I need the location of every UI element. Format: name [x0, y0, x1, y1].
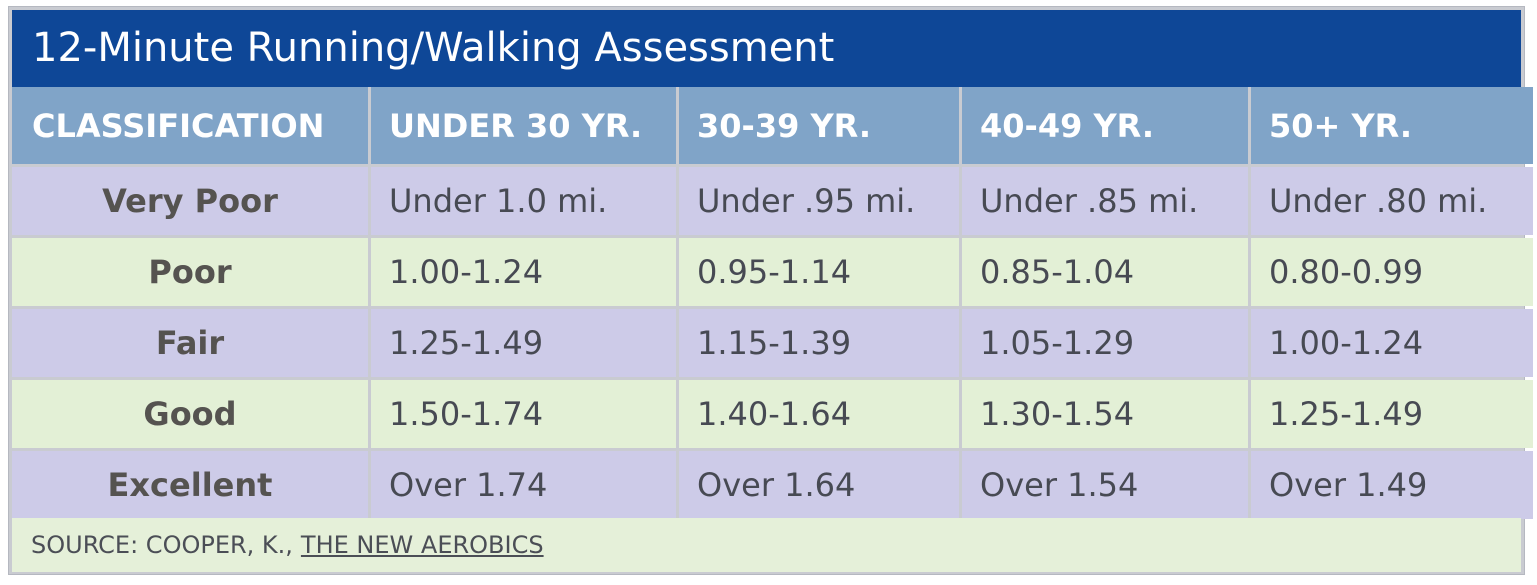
table-cell: Under .95 mi.	[679, 167, 959, 235]
table-title: 12-Minute Running/Walking Assessment	[12, 10, 1521, 87]
table-cell: 0.95-1.14	[679, 238, 959, 306]
table-cell: Under 1.0 mi.	[371, 167, 676, 235]
table-cell: Over 1.54	[962, 451, 1248, 519]
row-label-excellent: Excellent	[12, 451, 368, 519]
table-cell: Over 1.49	[1251, 451, 1533, 519]
table-cell: 0.85-1.04	[962, 238, 1248, 306]
source-prefix: SOURCE: COOPER, K.,	[31, 531, 293, 559]
column-header-30-39: 30-39 YR.	[679, 87, 959, 164]
row-label-good: Good	[12, 380, 368, 448]
table-cell: Under .80 mi.	[1251, 167, 1533, 235]
column-header-under-30: UNDER 30 YR.	[371, 87, 676, 164]
assessment-table-frame: 12-Minute Running/Walking Assessment CLA…	[8, 6, 1533, 575]
table-cell: 1.40-1.64	[679, 380, 959, 448]
source-citation: SOURCE: COOPER, K., THE NEW AEROBICS	[12, 518, 1521, 572]
row-label-poor: Poor	[12, 238, 368, 306]
column-header-classification: CLASSIFICATION	[12, 87, 368, 164]
source-book-title: THE NEW AEROBICS	[300, 531, 544, 559]
table-cell: 1.15-1.39	[679, 309, 959, 377]
table-cell: 1.00-1.24	[1251, 309, 1533, 377]
row-label-fair: Fair	[12, 309, 368, 377]
table-cell: Over 1.64	[679, 451, 959, 519]
table-cell: 1.30-1.54	[962, 380, 1248, 448]
table-cell: Under .85 mi.	[962, 167, 1248, 235]
table-cell: 1.25-1.49	[371, 309, 676, 377]
column-header-40-49: 40-49 YR.	[962, 87, 1248, 164]
table-cell: 1.25-1.49	[1251, 380, 1533, 448]
assessment-table: CLASSIFICATION UNDER 30 YR. 30-39 YR. 40…	[12, 87, 1533, 519]
table-cell: 1.05-1.29	[962, 309, 1248, 377]
row-label-very-poor: Very Poor	[12, 167, 368, 235]
table-cell: 0.80-0.99	[1251, 238, 1533, 306]
column-header-50-plus: 50+ YR.	[1251, 87, 1533, 164]
table-cell: 1.50-1.74	[371, 380, 676, 448]
table-cell: Over 1.74	[371, 451, 676, 519]
table-cell: 1.00-1.24	[371, 238, 676, 306]
